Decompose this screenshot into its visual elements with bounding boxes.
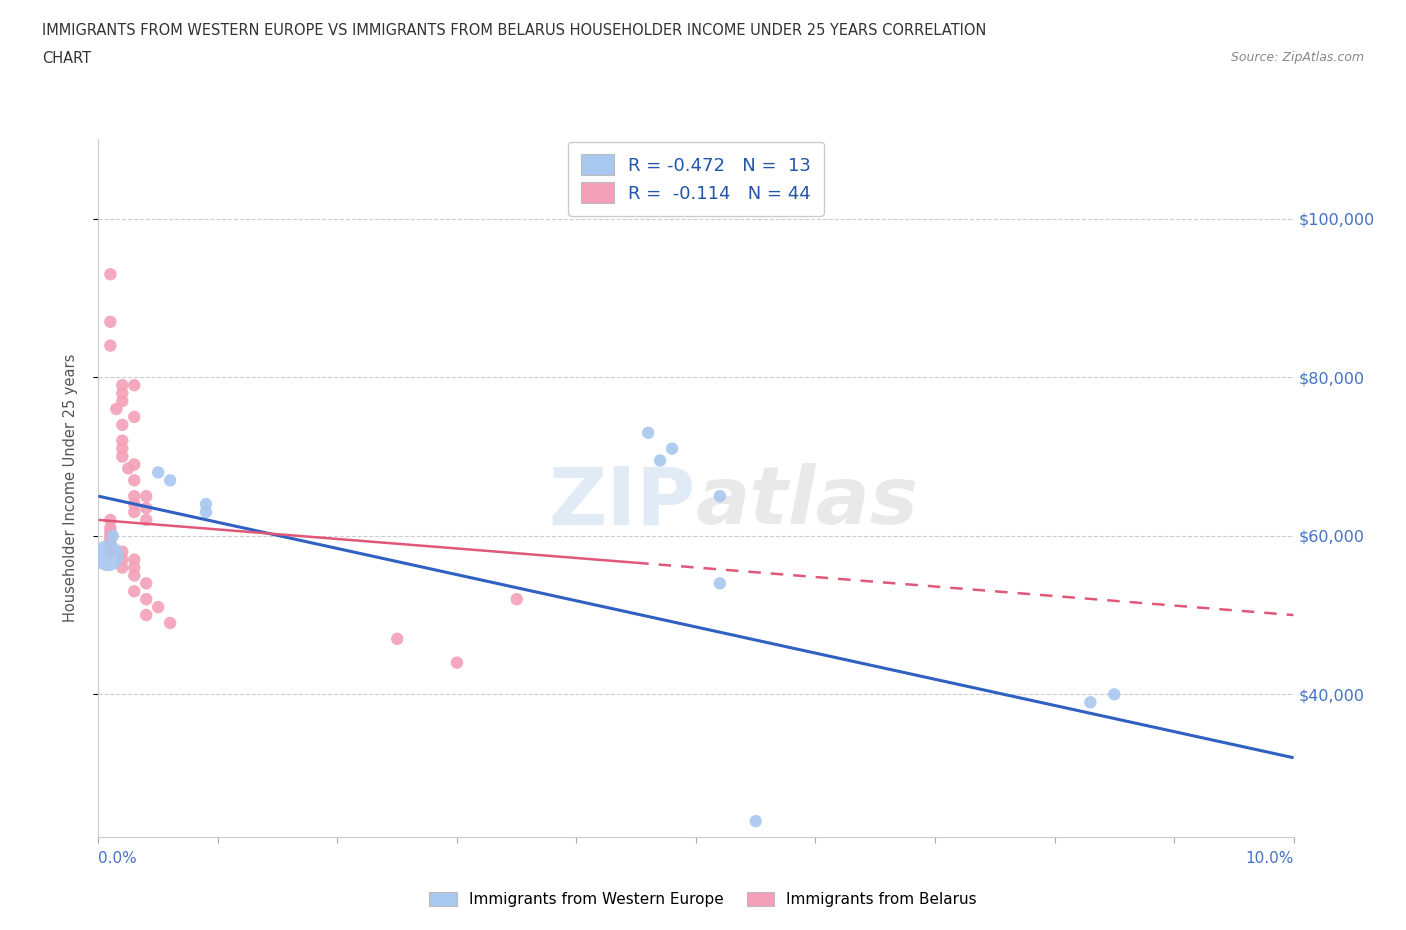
- Point: [124, 409, 146, 424]
- Point: [124, 378, 146, 392]
- Point: [111, 560, 134, 575]
- Point: [124, 568, 146, 583]
- Point: [124, 489, 146, 504]
- Point: [111, 544, 134, 559]
- Y-axis label: Householder Income Under 25 years: Householder Income Under 25 years: [63, 354, 77, 622]
- Point: [709, 489, 731, 504]
- Point: [745, 814, 768, 829]
- Point: [105, 402, 128, 417]
- Point: [111, 441, 134, 456]
- Point: [111, 449, 134, 464]
- Point: [637, 425, 659, 440]
- Point: [195, 497, 218, 512]
- Point: [135, 576, 157, 591]
- Point: [97, 548, 120, 563]
- Point: [709, 576, 731, 591]
- Point: [100, 525, 122, 539]
- Point: [124, 505, 146, 520]
- Point: [135, 489, 157, 504]
- Point: [124, 584, 146, 599]
- Point: [148, 600, 170, 615]
- Point: [100, 267, 122, 282]
- Point: [100, 528, 122, 543]
- Point: [385, 631, 409, 646]
- Point: [661, 441, 683, 456]
- Point: [124, 497, 146, 512]
- Text: atlas: atlas: [696, 463, 918, 541]
- Point: [135, 500, 157, 515]
- Text: CHART: CHART: [42, 51, 91, 66]
- Point: [195, 505, 218, 520]
- Text: IMMIGRANTS FROM WESTERN EUROPE VS IMMIGRANTS FROM BELARUS HOUSEHOLDER INCOME UND: IMMIGRANTS FROM WESTERN EUROPE VS IMMIGR…: [42, 23, 987, 38]
- Point: [111, 378, 134, 392]
- Point: [506, 591, 529, 606]
- Text: 0.0%: 0.0%: [98, 851, 138, 866]
- Text: Source: ZipAtlas.com: Source: ZipAtlas.com: [1230, 51, 1364, 64]
- Point: [148, 465, 170, 480]
- Point: [124, 560, 146, 575]
- Point: [111, 418, 134, 432]
- Point: [135, 591, 157, 606]
- Point: [100, 537, 122, 551]
- Point: [111, 386, 134, 401]
- Point: [100, 339, 122, 353]
- Point: [100, 512, 122, 527]
- Point: [650, 453, 672, 468]
- Legend: Immigrants from Western Europe, Immigrants from Belarus: Immigrants from Western Europe, Immigran…: [423, 885, 983, 913]
- Point: [446, 655, 468, 670]
- Point: [159, 472, 181, 487]
- Point: [100, 521, 122, 536]
- Legend: R = -0.472   N =  13, R =  -0.114   N = 44: R = -0.472 N = 13, R = -0.114 N = 44: [568, 141, 824, 216]
- Point: [124, 472, 146, 487]
- Point: [124, 457, 146, 472]
- Point: [100, 544, 122, 559]
- Point: [117, 461, 139, 476]
- Point: [135, 512, 157, 527]
- Point: [100, 532, 122, 547]
- Point: [159, 616, 181, 631]
- Point: [111, 393, 134, 408]
- Point: [111, 552, 134, 567]
- Point: [111, 433, 134, 448]
- Point: [135, 607, 157, 622]
- Point: [1080, 695, 1102, 710]
- Point: [1104, 687, 1126, 702]
- Point: [124, 552, 146, 567]
- Text: ZIP: ZIP: [548, 463, 696, 541]
- Point: [100, 314, 122, 329]
- Text: 10.0%: 10.0%: [1246, 851, 1294, 866]
- Point: [101, 528, 124, 543]
